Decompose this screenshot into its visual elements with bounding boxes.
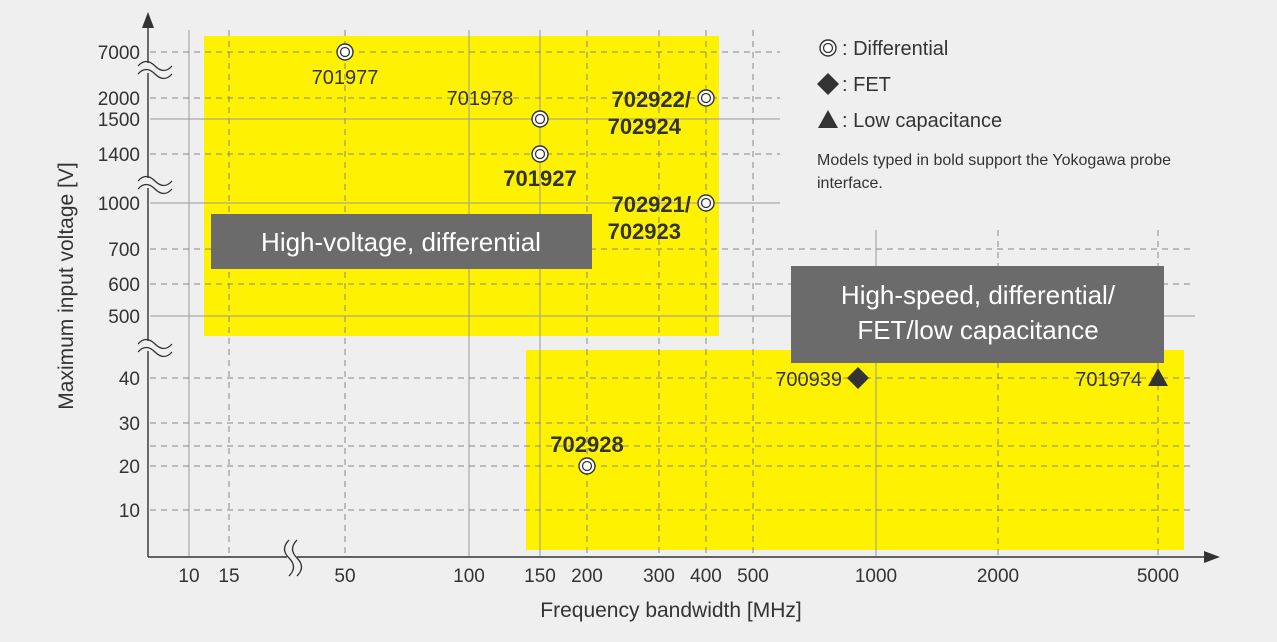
y-tick-label: 1500: [98, 110, 140, 131]
y-tick-label: 7000: [98, 43, 140, 64]
x-tick-label: 10: [178, 566, 199, 587]
point-label: 702921/: [611, 192, 691, 217]
y-axis-break-mark: [137, 60, 173, 72]
y-tick-label: 600: [108, 275, 140, 296]
data-point: 701927: [503, 145, 577, 191]
legend-label: : Differential: [842, 38, 948, 60]
x-tick-label: 5000: [1137, 566, 1179, 587]
x-axis-title: Frequency bandwidth [MHz]: [540, 599, 801, 622]
legend-label: : FET: [842, 74, 891, 96]
y-tick-label: 40: [119, 369, 140, 390]
y-tick-label: 30: [119, 414, 140, 435]
x-axis-break-mark: [283, 539, 295, 577]
point-label: 702924: [608, 114, 682, 139]
y-axis-title: Maximum input voltage [V]: [55, 162, 78, 409]
data-point: 702921/702923: [608, 192, 715, 244]
y-axis-break-mark: [137, 183, 173, 195]
y-axis-break-mark: [137, 175, 173, 187]
y-axis-break-mark: [137, 346, 173, 358]
x-tick-label: 300: [643, 566, 675, 587]
point-label: 700939: [775, 369, 842, 391]
x-tick-label: 1000: [855, 566, 897, 587]
differential-marker: [336, 43, 354, 61]
y-tick-label: 10: [119, 501, 140, 522]
point-label: 702923: [608, 219, 681, 244]
point-label: 701977: [312, 67, 379, 89]
y-tick-label: 20: [119, 457, 140, 478]
data-point: 700939: [775, 367, 869, 391]
point-label: 701974: [1075, 369, 1142, 391]
y-axis-break-gap: [138, 341, 172, 351]
x-tick-label: 50: [334, 566, 355, 587]
legend-low-capacitance-icon: [818, 110, 838, 128]
data-point: 702928: [550, 432, 624, 475]
y-axis-arrow: [142, 12, 154, 28]
point-label: 701978: [447, 88, 514, 110]
differential-marker: [531, 145, 549, 163]
low-capacitance-marker: [1148, 368, 1168, 386]
legend-note: interface.: [817, 175, 883, 192]
point-label: 702928: [550, 432, 623, 457]
x-tick-label: 500: [737, 566, 769, 587]
x-axis-break-gap: [287, 538, 297, 582]
legend-label: : Low capacitance: [842, 110, 1002, 132]
y-axis-break-mark: [137, 68, 173, 80]
differential-marker: [697, 194, 715, 212]
y-tick-label: 500: [108, 307, 140, 328]
point-label: 701927: [503, 166, 576, 191]
y-axis-break-gap: [138, 178, 172, 188]
x-tick-label: 2000: [977, 566, 1019, 587]
data-point: 702922/702924: [608, 87, 715, 139]
data-point: 701974: [1075, 368, 1168, 391]
x-axis-arrow: [1204, 551, 1220, 563]
region-high-voltage: [204, 36, 719, 336]
legend-item: : FET: [817, 73, 891, 96]
region-label-high-speed: High-speed, differential/: [841, 280, 1116, 310]
region-label-box: [791, 266, 1164, 363]
y-tick-label: 1000: [98, 194, 140, 215]
legend-differential-icon: [819, 39, 837, 57]
data-point: 701977: [312, 43, 379, 89]
differential-marker: [697, 89, 715, 107]
y-tick-label: 700: [108, 240, 140, 261]
x-tick-label: 15: [218, 566, 239, 587]
differential-marker: [578, 457, 596, 475]
y-tick-label: 2000: [98, 89, 140, 110]
legend-note: Models typed in bold support the Yokogaw…: [817, 152, 1171, 169]
y-axis-break-gap: [138, 63, 172, 73]
legend-item: : Low capacitance: [818, 110, 1002, 132]
x-axis-break-mark: [291, 539, 303, 577]
differential-marker: [531, 110, 549, 128]
y-axis-break-mark: [137, 338, 173, 350]
region-label-high-voltage: High-voltage, differential: [261, 227, 541, 257]
y-tick-label: 1400: [98, 145, 140, 166]
legend-fet-icon: [817, 73, 839, 95]
legend-item: : Differential: [819, 38, 948, 60]
data-point: 701978: [447, 88, 549, 128]
x-tick-label: 400: [690, 566, 722, 587]
region-label-box: [211, 214, 592, 269]
fet-marker: [847, 367, 869, 389]
region-label-high-speed: FET/low capacitance: [857, 315, 1098, 345]
x-tick-label: 200: [571, 566, 603, 587]
x-tick-label: 150: [524, 566, 556, 587]
x-tick-label: 100: [453, 566, 485, 587]
point-label: 702922/: [611, 87, 691, 112]
